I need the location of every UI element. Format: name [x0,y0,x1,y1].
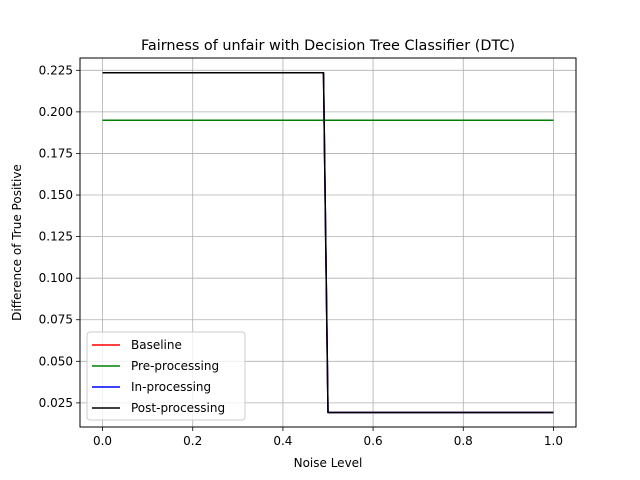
y-tick-label: 0.050 [39,354,73,368]
y-tick-label: 0.125 [39,230,73,244]
x-tick-label: 0.4 [273,434,292,448]
x-tick-label: 0.2 [183,434,202,448]
legend-label: In-processing [131,380,211,394]
series-lines [102,72,554,414]
y-axis-label: Difference of True Positive [10,164,24,321]
series-line-3 [102,72,554,414]
x-tick-label: 0.0 [93,434,112,448]
y-tick-label: 0.025 [39,396,73,410]
y-tick-label: 0.150 [39,188,73,202]
legend-label: Pre-processing [131,359,219,373]
y-tick-label: 0.200 [39,105,73,119]
x-tick-label: 1.0 [544,434,563,448]
axis-ticks: 0.0 0.2 0.4 0.6 0.8 1.0 0.025 0.050 0.075 0.100 0.… [39,63,563,448]
chart-title: Fairness of unfair with Decision Tree Cl… [141,38,515,54]
legend: Baseline Pre-processing In-processing Post-… [86,331,246,421]
x-tick-label: 0.6 [364,434,383,448]
y-tick-label: 0.225 [39,63,73,77]
x-tick-label: 0.8 [454,434,473,448]
x-axis-label: Noise Level [294,456,363,470]
y-tick-label: 0.075 [39,313,73,327]
legend-label: Baseline [131,338,182,352]
legend-label: Post-processing [131,401,225,415]
plot-frame [79,57,577,428]
y-tick-label: 0.100 [39,271,73,285]
y-tick-label: 0.175 [39,146,73,160]
legend-box [86,331,246,421]
